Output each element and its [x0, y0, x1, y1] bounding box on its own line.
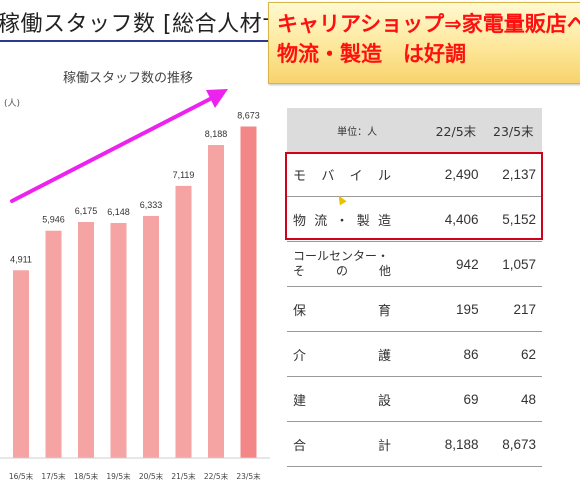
bar: [110, 223, 127, 458]
bar-value-label: 7,119: [173, 170, 195, 180]
value-23: 8,673: [484, 421, 542, 467]
row-name: モバイル: [287, 152, 428, 197]
x-tick-label: 21/5末: [171, 471, 196, 481]
row-name-line-1: コールセンター・: [293, 249, 390, 263]
row-name: コールセンター・そ の 他: [287, 241, 428, 287]
row-name-char: 護: [377, 348, 391, 364]
table-row: 建設 69 48: [287, 376, 542, 422]
row-name: 物流・製造: [287, 196, 428, 242]
x-tick-label: 17/5末: [41, 471, 66, 481]
row-name-char: 計: [377, 438, 391, 454]
col-header-22: 22/5末: [427, 108, 485, 152]
row-name: 介護: [287, 331, 428, 377]
table-row: モバイル 2,490 2,137: [287, 152, 542, 197]
value-22: 195: [427, 286, 485, 332]
value-23: 48: [484, 376, 542, 422]
col-header-23: 23/5末: [484, 108, 542, 152]
row-name-char: 建: [293, 393, 307, 409]
bar: [175, 185, 192, 458]
bar-value-label: 6,175: [75, 206, 98, 216]
value-22: 4,406: [427, 196, 485, 242]
value-22: 2,490: [427, 152, 485, 197]
table-header-row: 単位：人 22/5末 23/5末: [287, 108, 542, 152]
row-name-char: 育: [377, 303, 391, 319]
x-tick-label: 23/5末: [236, 471, 261, 481]
title-underline: [0, 40, 268, 42]
bar: [208, 145, 224, 458]
row-name-char: の: [335, 264, 348, 278]
table-row: 合計 8,188 8,673: [287, 421, 542, 467]
x-tick-label: 22/5末: [204, 471, 229, 481]
row-name-char: ル: [377, 168, 391, 184]
trend-arrow: [10, 89, 228, 203]
x-tick-label: 20/5末: [139, 471, 164, 481]
row-name-char: 保: [293, 303, 307, 319]
callout-line-1: キャリアショップ⇒家電量販店へ: [277, 12, 580, 36]
table-row: 物流・製造 4,406 5,152: [287, 196, 542, 242]
table-row: 介護 86 62: [287, 331, 542, 377]
value-23: 1,057: [484, 241, 542, 287]
value-22: 86: [427, 331, 485, 377]
bar: [13, 270, 29, 458]
value-22: 8,188: [427, 421, 485, 467]
row-name-char: 設: [377, 393, 391, 409]
row-name-char: モ: [293, 168, 307, 184]
callout-line-2: 物流・製造 は好調: [277, 42, 466, 66]
bar: [45, 230, 62, 458]
bar: [143, 215, 159, 458]
row-name-char: そ: [293, 264, 306, 278]
x-tick-label: 18/5末: [74, 471, 99, 481]
value-22: 942: [427, 241, 485, 287]
chart-title: 稼働スタッフ数の推移: [63, 71, 193, 86]
row-name-char: 造: [377, 213, 391, 229]
table-row: コールセンター・そ の 他 942 1,057: [287, 241, 542, 287]
row-name-char: 介: [293, 348, 307, 364]
value-23: 62: [484, 331, 542, 377]
bar-chart: 稼働スタッフ数の推移 (人) 4,911 5,946 6,175 6,148 6,333…: [0, 71, 270, 481]
value-23: 5,152: [484, 196, 542, 242]
x-tick-label: 16/5末: [9, 471, 34, 481]
row-name-char: 製: [356, 213, 370, 229]
row-name-char: 物: [293, 213, 307, 229]
row-name-char: バ: [321, 168, 335, 184]
bar: [240, 126, 257, 459]
row-name-char: イ: [349, 168, 363, 184]
row-name-char: 流: [314, 213, 328, 229]
bar-value-label: 6,333: [140, 200, 163, 210]
row-name-char: 他: [378, 264, 391, 278]
x-tick-label: 19/5末: [106, 471, 131, 481]
bar: [78, 221, 94, 458]
row-name: 合計: [287, 421, 428, 467]
bar-value-label: 5,946: [42, 215, 65, 225]
bar-value-label: 8,673: [237, 110, 260, 120]
row-name: 保育: [287, 286, 428, 332]
bar-value-label: 8,188: [205, 129, 228, 139]
highlight-box: [285, 152, 543, 240]
bar-value-label: 4,911: [10, 254, 32, 264]
staff-table: 単位：人 22/5末 23/5末 モバイル 2,490 2,137 物流・製造 4,40…: [287, 108, 542, 467]
value-23: 217: [484, 286, 542, 332]
table-row: 保育 195 217: [287, 286, 542, 332]
row-name-char: 合: [293, 438, 307, 454]
bar-value-label: 6,148: [107, 207, 130, 217]
value-23: 2,137: [484, 152, 542, 197]
callout-box: キャリアショップ⇒家電量販店へ 物流・製造 は好調: [268, 2, 580, 84]
row-name: 建設: [287, 376, 428, 422]
row-name-char: ・: [335, 213, 349, 229]
unit-header: 単位：人: [287, 108, 428, 152]
y-axis-unit: (人): [4, 98, 20, 109]
value-22: 69: [427, 376, 485, 422]
